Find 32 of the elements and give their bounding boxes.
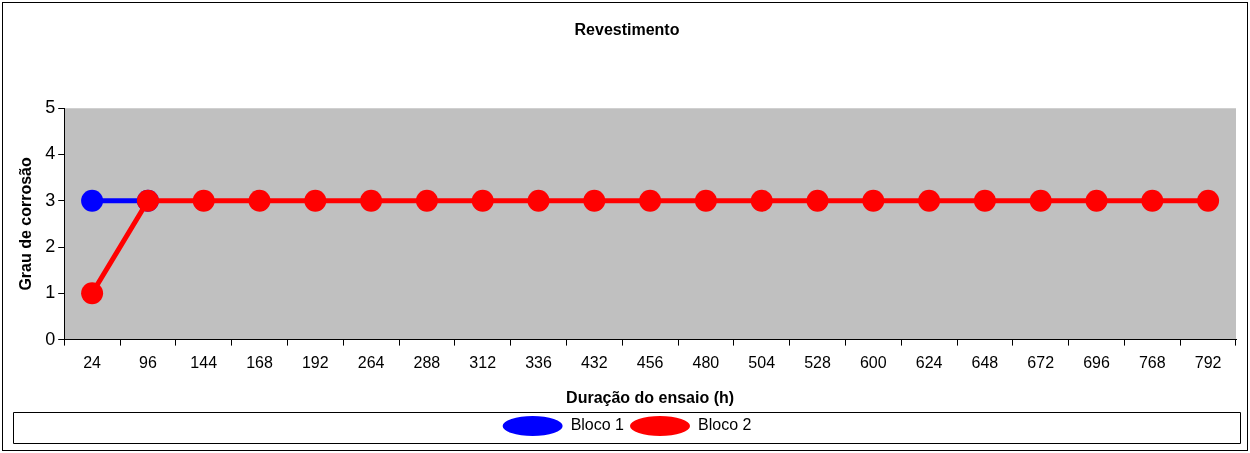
x-tick-label: 696 [1083,353,1110,371]
x-axis-title: Duração do ensaio (h) [566,388,735,406]
x-tick-label: 480 [692,353,720,371]
x-tick-label: 648 [971,353,999,371]
legend-label: Bloco 2 [698,416,752,434]
y-tick-label: 2 [45,236,56,257]
x-tick-label: 456 [636,353,664,371]
x-tick-label: 24 [83,353,102,371]
x-tick-label: 792 [1194,353,1222,371]
x-tick-label: 768 [1138,353,1166,371]
x-tick-label: 528 [804,353,831,371]
chart-title: Revestimento [574,21,680,39]
x-tick-label: 504 [748,353,776,371]
x-tick-label: 672 [1027,353,1055,371]
x-tick-label: 432 [580,353,608,371]
y-axis-title: Grau de corrosão [17,156,35,291]
x-tick-label: 288 [413,353,441,371]
x-tick-label: 312 [469,353,497,371]
x-tick-label: 600 [859,353,887,371]
y-tick-label: 4 [45,143,56,164]
x-tick-label: 144 [190,353,218,371]
y-tick-label: 3 [45,189,56,210]
x-tick-label: 96 [139,353,157,371]
x-tick-label: 192 [301,353,329,371]
x-tick-label: 168 [246,353,273,371]
y-tick-label: 1 [45,282,56,303]
legend-label: Bloco 1 [570,416,625,434]
y-tick-label: 0 [45,328,56,349]
x-tick-label: 336 [525,353,552,371]
x-tick-label: 264 [357,353,385,371]
y-tick-label: 5 [45,97,56,118]
x-tick-label: 624 [915,353,943,371]
